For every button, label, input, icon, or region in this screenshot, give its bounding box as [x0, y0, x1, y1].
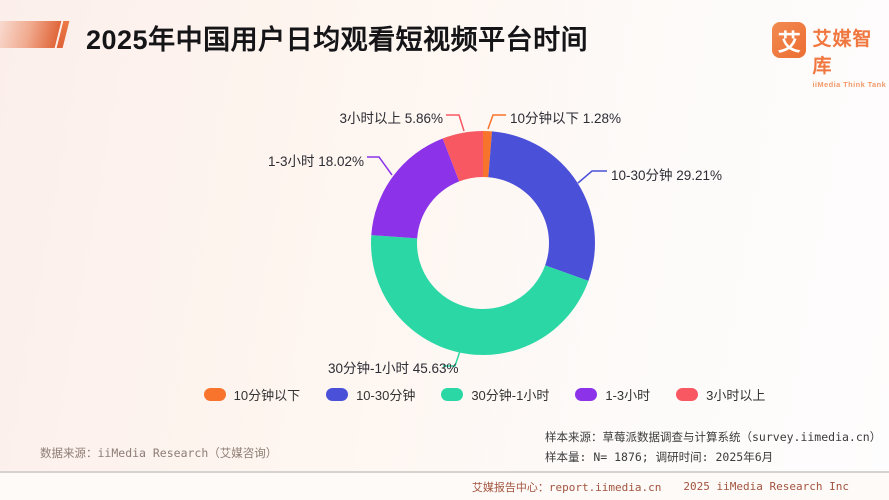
header: 2025年中国用户日均观看短视频平台时间 艾 艾媒智库 iiMedia Thin… — [0, 0, 889, 89]
data-source-note: 数据来源：iiMedia Research（艾媒咨询） — [40, 446, 278, 460]
legend-label: 10分钟以下 — [233, 388, 301, 403]
leader-line-30-60 — [443, 350, 461, 367]
page-title: 2025年中国用户日均观看短视频平台时间 — [86, 25, 589, 55]
footer-report-center: 艾媒报告中心：report.iimedia.cn — [471, 480, 662, 494]
legend-label: 1-3小时 — [605, 388, 651, 403]
legend-item-under10[interactable]: 10分钟以下 — [203, 385, 301, 404]
logo-name: 艾媒智库 — [812, 29, 873, 77]
legend-item-30-60[interactable]: 30分钟-1小时 — [441, 385, 549, 404]
sample-source-note: 样本来源：草莓派数据调查与计算系统（survey.iimedia.cn） — [545, 430, 882, 444]
callout-under10: 10分钟以下 1.28% — [510, 111, 622, 126]
leader-line-over3 — [446, 114, 465, 132]
iimedia-logo: 艾 艾媒智库 iiMedia Think Tank — [772, 22, 889, 89]
callout-over3: 3小时以上 5.86% — [339, 111, 443, 126]
chart-legend: 10分钟以下 10-30分钟 30分钟-1小时 1-3小时 3小时以上 — [40, 385, 889, 404]
callout-10-30: 10-30分钟 29.21% — [611, 168, 723, 183]
legend-swatch-1-3 — [575, 388, 598, 401]
legend-swatch-10-30 — [326, 388, 349, 401]
leader-line-10-30 — [577, 170, 607, 184]
legend-swatch-30-60 — [441, 388, 464, 401]
legend-swatch-over3 — [676, 388, 699, 401]
sample-notes: 样本来源：草莓派数据调查与计算系统（survey.iimedia.cn） 样本量… — [545, 427, 881, 467]
logo-text: 艾媒智库 iiMedia Think Tank — [812, 22, 889, 89]
donut-slice-2[interactable] — [371, 235, 589, 355]
iimedia-logo-icon: 艾 — [772, 22, 807, 58]
donut-slice-3[interactable] — [371, 138, 460, 239]
legend-label: 10-30分钟 — [356, 388, 416, 403]
logo-subtitle: iiMedia Think Tank — [812, 80, 887, 89]
leader-line-under10 — [487, 114, 506, 130]
leader-line-1-3 — [367, 156, 393, 176]
legend-item-10-30[interactable]: 10-30分钟 — [326, 385, 415, 404]
sample-size-note: 样本量: N= 1876; 调研时间: 2025年6月 — [545, 450, 774, 464]
footer: 艾媒报告中心：report.iimedia.cn 2025 iiMedia Re… — [0, 471, 889, 500]
footer-copyright: 2025 iiMedia Research Inc — [683, 480, 849, 493]
callout-1-3: 1-3小时 18.02% — [267, 154, 364, 169]
legend-swatch-under10 — [203, 388, 226, 401]
legend-item-over3[interactable]: 3小时以上 — [676, 385, 765, 404]
donut-slice-0[interactable] — [483, 131, 492, 178]
legend-label: 3小时以上 — [706, 388, 766, 403]
donut-slice-1[interactable] — [488, 131, 595, 281]
legend-item-1-3[interactable]: 1-3小时 — [575, 385, 650, 404]
callout-30-60: 30分钟-1小时 45.63% — [328, 361, 459, 376]
legend-label: 30分钟-1小时 — [471, 388, 550, 403]
donut-slice-4[interactable] — [442, 131, 483, 182]
